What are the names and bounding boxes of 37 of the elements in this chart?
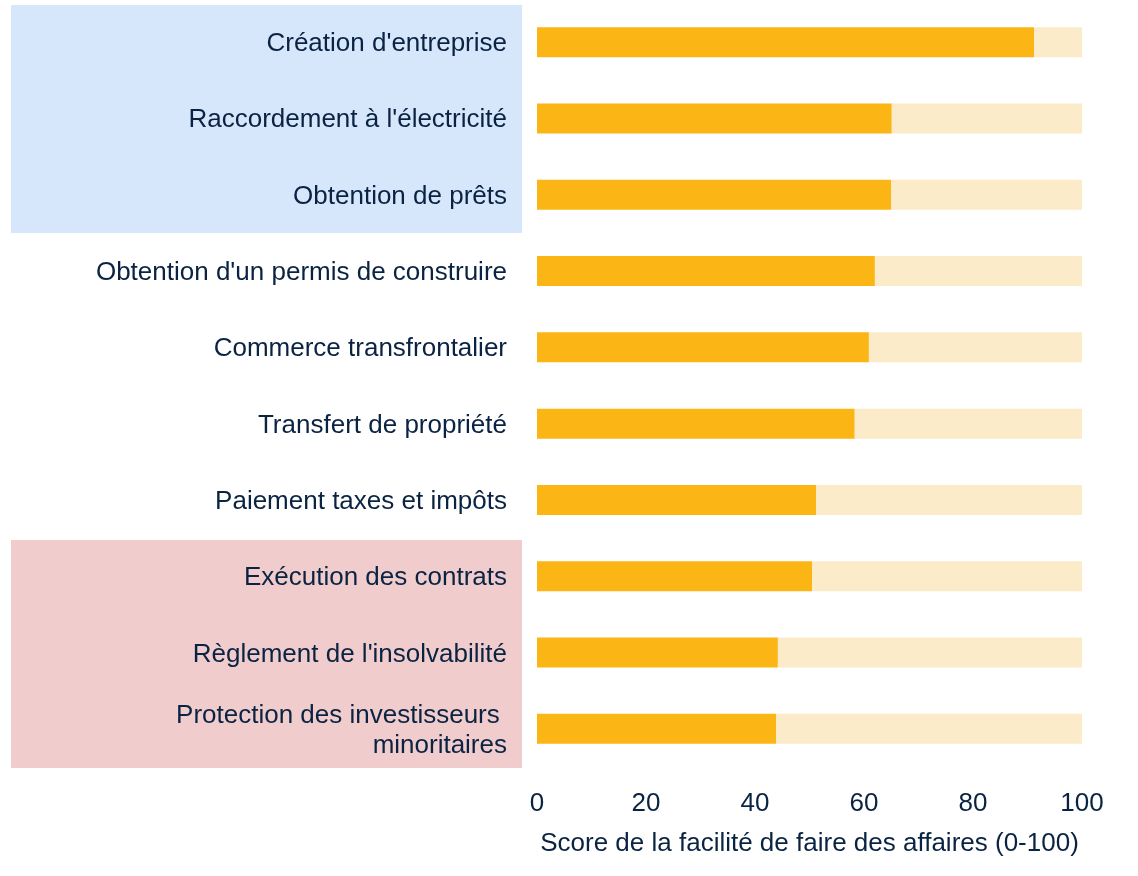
y-tick-label: Protection des investisseurs minoritaires	[176, 698, 507, 759]
x-tick-label: 60	[849, 787, 879, 817]
x-tick-label: 100	[1060, 787, 1104, 817]
bar	[537, 332, 869, 363]
y-tick-label: Raccordement à l'électricité	[188, 103, 507, 134]
bar	[874, 256, 1082, 287]
y-tick-label: Commerce transfrontalier	[213, 332, 508, 363]
x-tick-label: 80	[958, 787, 988, 817]
y-tick-label: Règlement de l'insolvabilité	[192, 637, 507, 668]
bar	[537, 637, 778, 668]
bar	[537, 179, 892, 210]
bar	[777, 637, 1082, 668]
y-tick-label: Obtention de prêts	[293, 179, 507, 210]
x-axis-title: Score de la facilité de faire des affaires (0-100)	[540, 827, 1079, 857]
bar	[868, 332, 1082, 363]
bar	[812, 561, 1082, 592]
y-tick-label: Exécution des contrats	[243, 561, 507, 592]
bar	[537, 408, 855, 439]
bar	[891, 179, 1082, 210]
bar	[1034, 27, 1082, 58]
x-tick-label: 40	[740, 787, 770, 817]
bar	[537, 27, 1035, 58]
bar	[854, 408, 1082, 439]
x-tick-label: 0	[529, 787, 545, 817]
bar	[537, 256, 875, 287]
y-tick-label: Création d'entreprise	[266, 27, 507, 58]
bar	[537, 484, 817, 515]
bar	[537, 103, 892, 134]
y-tick-label: Obtention d'un permis de construire	[95, 256, 507, 287]
bar	[891, 103, 1082, 134]
bar	[537, 561, 813, 592]
bar	[537, 713, 777, 744]
y-tick-label: Paiement taxes et impôts	[215, 484, 507, 515]
bar	[816, 484, 1082, 515]
bar	[776, 713, 1082, 744]
x-tick-label: 20	[631, 787, 661, 817]
y-tick-label: Transfert de propriété	[257, 408, 507, 439]
